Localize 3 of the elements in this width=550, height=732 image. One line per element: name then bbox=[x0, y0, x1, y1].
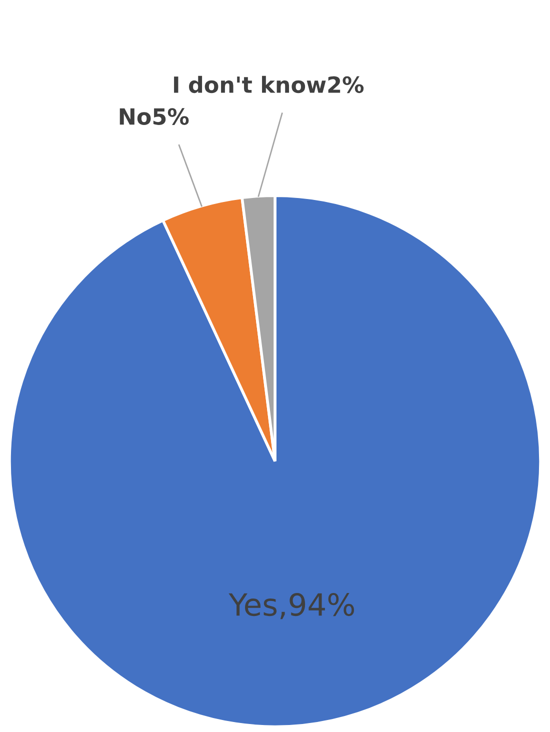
slice-label: I don't know2% bbox=[174, 76, 364, 94]
slice-label: Yes,94% bbox=[228, 592, 354, 620]
slice-label: No5% bbox=[120, 108, 189, 125]
